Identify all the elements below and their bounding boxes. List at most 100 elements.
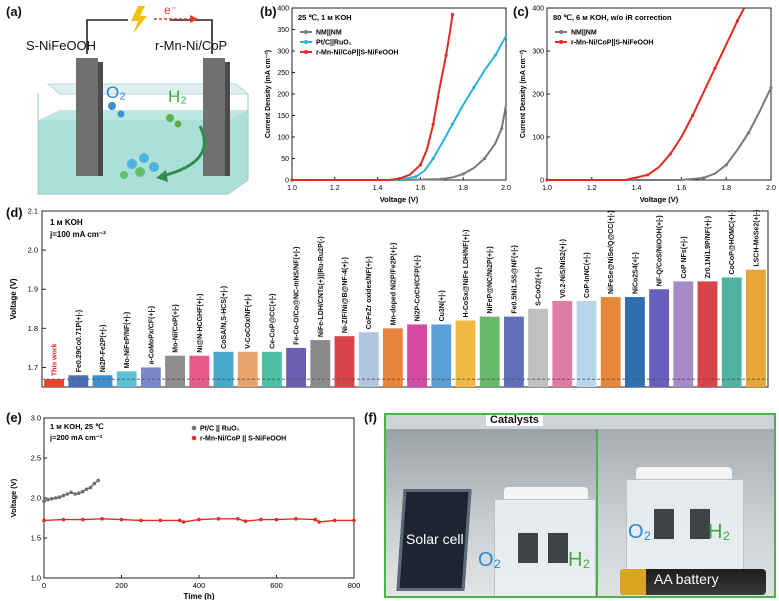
ion (149, 162, 159, 172)
series-point (493, 53, 497, 57)
series-point (158, 518, 163, 523)
electron-arrowhead (190, 15, 198, 23)
series-point (713, 66, 717, 70)
series-line (292, 35, 507, 181)
series-point (96, 478, 101, 483)
bar (552, 300, 573, 387)
series-point (69, 490, 73, 495)
bar-label: NiCo2S4(+|-) (632, 252, 639, 294)
series-point (92, 481, 97, 486)
solar-cell-photo: Solar cell O₂ H₂ (386, 429, 596, 596)
condition-label: 80 ℃, 6 м KOH, w/o iR correction (553, 13, 672, 22)
series-point (440, 177, 444, 181)
bar-label: Ce-CoP@CC(+|-) (269, 294, 276, 349)
polarization-chart-80c: 1.0 1.2 1.4 1.6 1.8 2.0 0 100 200 300 400 Voltage (… (520, 6, 776, 205)
bar (576, 300, 597, 387)
bar-label: V0.2-NiS/NiS2(+|-) (560, 239, 567, 298)
bar (189, 355, 210, 387)
y-tick-label: 350 (277, 27, 289, 34)
bar (479, 316, 500, 387)
left-electrode-1 (518, 533, 538, 563)
y-tick-label: 300 (277, 49, 289, 56)
y-tick-label: 150 (277, 113, 289, 120)
right-wire (170, 19, 213, 54)
aa-battery-photo: O₂ H₂ AA battery (598, 429, 774, 596)
x-tick-label: 1.4 (632, 185, 642, 192)
bar (68, 375, 89, 387)
series-point (431, 122, 435, 126)
series-point (77, 491, 81, 495)
series-line (547, 7, 746, 181)
x-axis-label: Voltage (V) (380, 195, 419, 204)
bar-label: CoP NFs(+|-) (681, 236, 688, 278)
plot-frame (41, 210, 769, 388)
ion-flow-arrowhead (156, 170, 168, 182)
bar (140, 367, 161, 387)
legend-marker (559, 40, 563, 44)
bar-label: Ni2P-CoCH/CFP(+|-) (415, 255, 422, 321)
legend-label: NM||NM (316, 30, 342, 37)
left-cell-cap (504, 487, 588, 501)
y-axis-label: Voltage (V) (9, 278, 18, 320)
y-tick-label: 200 (277, 92, 289, 99)
condition-label: 25 ℃, 1 м KOH (298, 13, 352, 22)
series-point (545, 178, 549, 182)
bar (213, 351, 234, 387)
bar-label: Ni-ZIF/Ni@B@NF-4(+|-) (342, 257, 349, 333)
solar-cell-label: Solar cell (406, 531, 464, 547)
aa-battery (620, 569, 766, 595)
bar-label: Mo-Ni/CoP(+|-) (173, 304, 180, 352)
bar (334, 336, 355, 387)
bar (721, 277, 742, 387)
series-point (646, 173, 650, 177)
right-o2-label: O₂ (628, 521, 652, 543)
bar-label: Fe-Co-O/Co@NC-mNS/NF(+|-) (294, 246, 301, 344)
series-point (80, 489, 85, 494)
series-point (53, 496, 58, 500)
bar-label: Mn-doped Ni2P/Fe2P(+|-) (390, 243, 397, 326)
legend-marker (304, 30, 308, 34)
left-wire (86, 19, 128, 54)
bar-label: This work (52, 343, 59, 376)
y-tick-label: 50 (281, 156, 289, 163)
x-tick-label: 400 (193, 581, 206, 590)
right-cell-cap (636, 467, 732, 481)
series-point (49, 497, 54, 501)
bar-label: Ni2P-Fe2P(+|-) (100, 325, 107, 373)
bar-label: NiFeP@NC/Ni2P(+|-) (487, 246, 494, 313)
series-point (444, 53, 448, 57)
y-tick-label: 2.5 (31, 454, 41, 463)
bar-label: CoFeZr oxides/NF(+|-) (366, 256, 373, 329)
ion (127, 159, 137, 169)
bar-label: NF-Q/CoS/NiOOH(+|-) (657, 215, 664, 286)
bar-label: Ni@N-HCGHF(+|-) (197, 294, 204, 353)
series-point (431, 156, 435, 161)
series-point (313, 517, 318, 522)
bar (261, 351, 282, 387)
right-electrode-1 (654, 509, 674, 539)
series-point (73, 492, 77, 496)
legend-marker (191, 435, 197, 441)
series-point (500, 126, 504, 130)
anode-electrode (76, 58, 98, 176)
legend-label: r-Mn-Ni/CoP||S-NiFeOOH (316, 50, 398, 57)
y-tick-label: 0 (540, 178, 544, 185)
x-axis-label: Voltage (V) (640, 195, 679, 204)
y-axis-label: Voltage (V) (9, 478, 18, 517)
series-point (42, 499, 46, 503)
x-tick-label: 0 (42, 581, 46, 590)
series-point (352, 518, 356, 523)
bar (286, 347, 307, 387)
left-cell-body (494, 499, 596, 596)
x-tick-label: 200 (115, 581, 128, 590)
bar-label: Cu3N(+|-) (439, 290, 446, 321)
series-point (61, 517, 66, 522)
x-tick-label: 1.6 (416, 185, 426, 192)
catalysts-title: Catalysts (486, 415, 543, 426)
series-point (88, 485, 93, 490)
x-tick-label: 1.8 (721, 185, 731, 192)
series-point (197, 517, 201, 522)
electrolyzer-schematic: e⁻ S-NiFeOOH r-Mn-Ni/CoP O₂ H₂ (26, 3, 250, 195)
y-tick-label: 400 (277, 6, 289, 13)
series-point (80, 517, 85, 522)
